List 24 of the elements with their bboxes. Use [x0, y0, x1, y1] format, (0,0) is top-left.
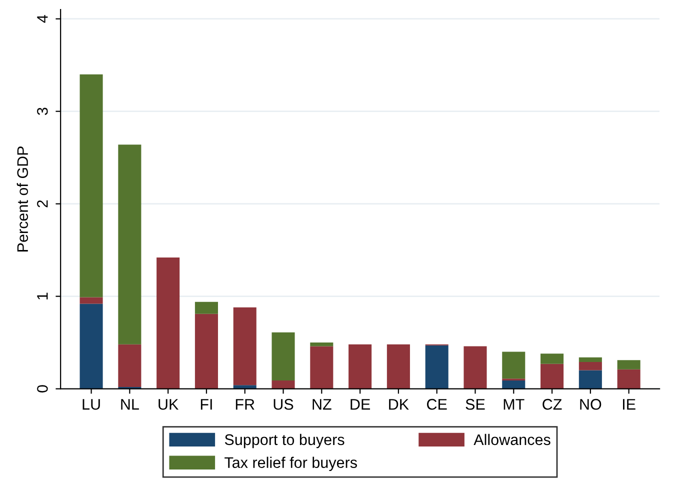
y-tick-label: 0	[37, 385, 48, 392]
x-tick-label: CE	[427, 398, 447, 410]
legend-label: Support to buyers	[224, 434, 344, 448]
x-tick-label: NO	[580, 398, 602, 410]
y-tick-label: 2	[37, 200, 48, 208]
x-tick-label: FR	[236, 399, 254, 410]
x-tick-label: DK	[389, 399, 409, 410]
y-tick-label: 4	[37, 15, 48, 23]
x-tick-label: DE	[350, 399, 370, 410]
x-tick-label: SE	[466, 398, 485, 410]
x-tick-label: NL	[121, 399, 139, 410]
x-tick-label: NZ	[312, 399, 332, 410]
x-tick-label: CZ	[542, 398, 562, 410]
x-tick-label: UK	[158, 399, 179, 410]
x-tick-label: MT	[504, 399, 524, 410]
legend-label: Allowances	[474, 434, 550, 446]
legend-label: Tax relief for buyers	[224, 456, 357, 472]
x-tick-label: LU	[82, 399, 100, 410]
x-tick-label: US	[274, 398, 294, 410]
x-tick-label: IE	[623, 399, 636, 410]
y-tick-label: 3	[37, 108, 48, 115]
y-tick-label: 1	[37, 292, 48, 300]
y-axis-title: Percent of GDP	[16, 146, 28, 252]
x-tick-label: FI	[200, 399, 212, 410]
